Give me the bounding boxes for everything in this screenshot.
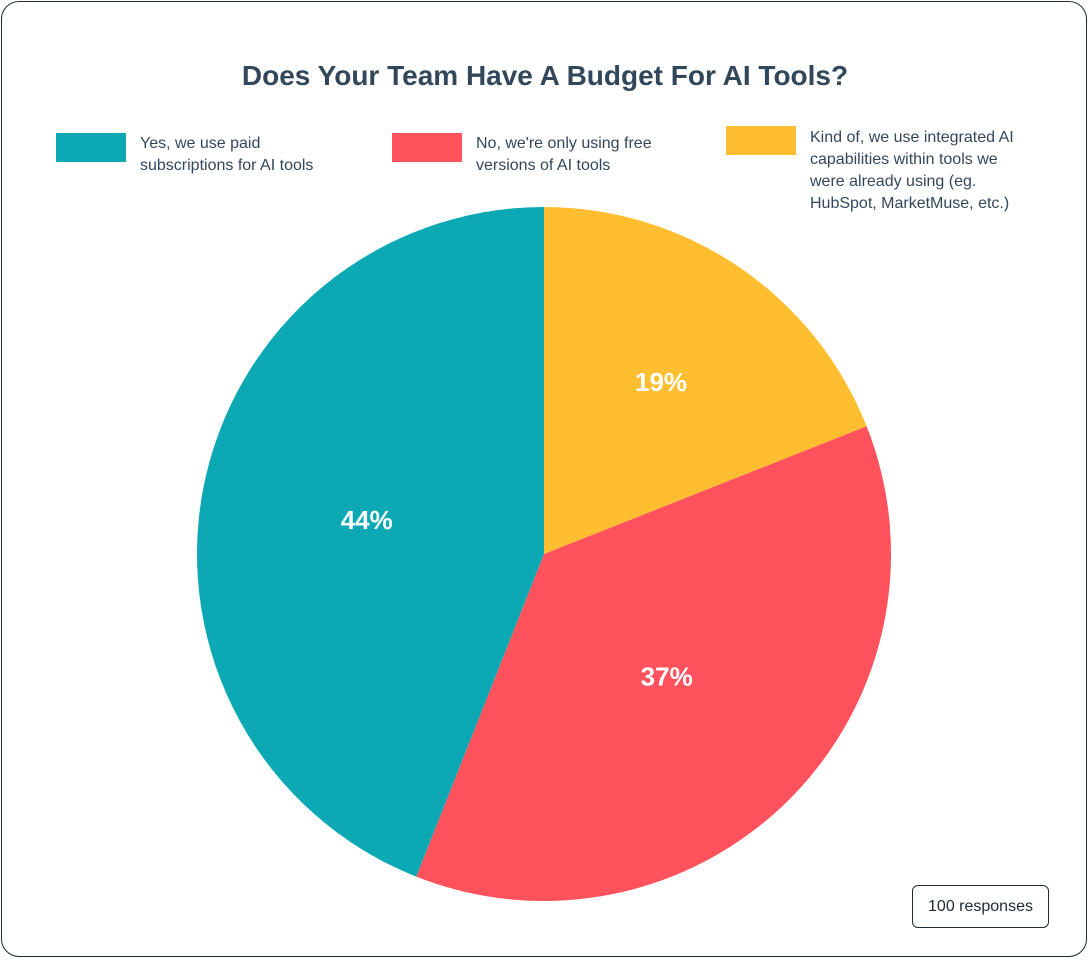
chart-title: Does Your Team Have A Budget For AI Tool…	[241, 60, 849, 91]
legend-label: No, we're only using free versions of AI…	[476, 135, 652, 174]
pie-slice	[196, 207, 544, 877]
responses-badge: 100 responses	[912, 885, 1049, 928]
legend-label: Yes, we use paid subscriptions for AI to…	[140, 135, 314, 174]
legend-swatch	[392, 133, 462, 162]
legend-label: Kind of, we use integrated AI capabiliti…	[810, 129, 1014, 212]
pie-slice	[544, 207, 867, 554]
legend-swatch	[56, 133, 126, 162]
legend-item-yes: Yes, we use paid subscriptions for AI to…	[56, 133, 356, 177]
pie-slice	[416, 426, 891, 901]
slice-label: 37%	[641, 662, 693, 692]
slice-label: 44%	[341, 505, 393, 535]
slice-label: 19%	[635, 367, 687, 397]
legend-item-kind-of: Kind of, we use integrated AI capabiliti…	[726, 126, 1046, 215]
legend-swatch	[726, 126, 796, 155]
legend-item-no: No, we're only using free versions of AI…	[392, 133, 712, 177]
